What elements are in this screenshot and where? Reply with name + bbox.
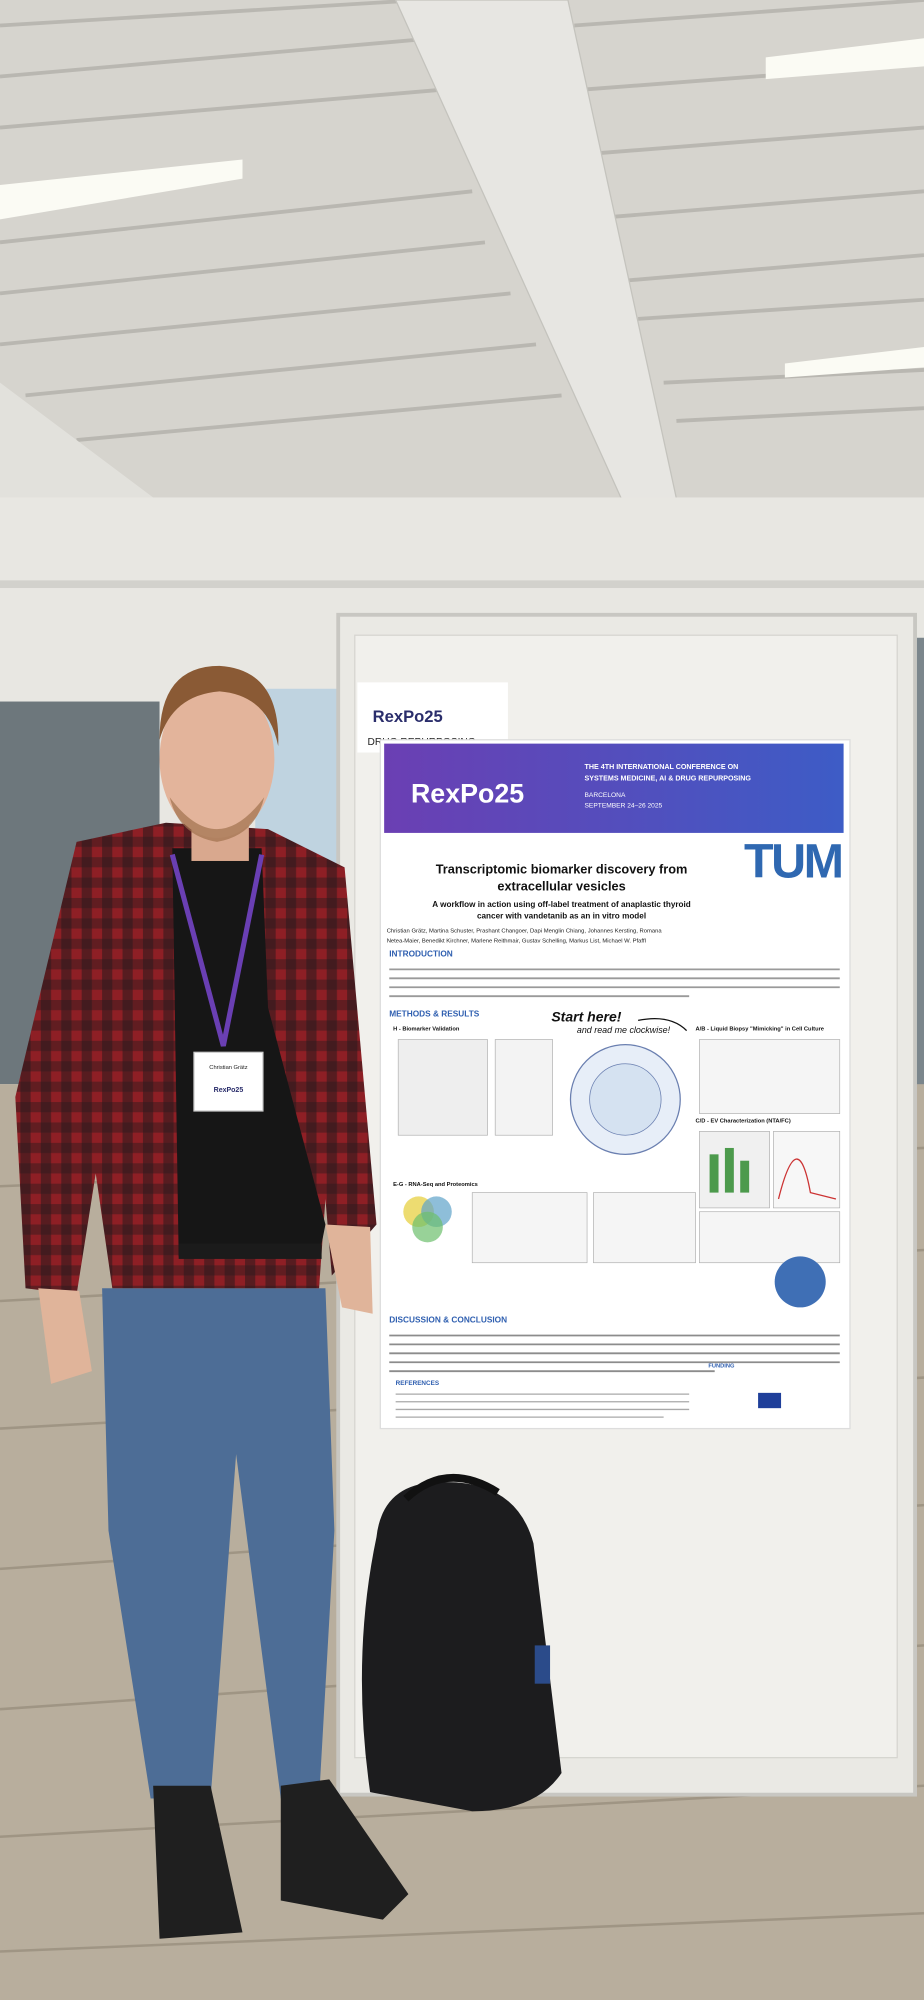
wall-trim (0, 580, 924, 589)
intro-text (389, 968, 840, 998)
backpack (361, 1482, 562, 1812)
panel-heading: E-G - RNA-Seq and Proteomics (393, 1182, 478, 1188)
eu-flag (758, 1392, 782, 1409)
bottle (534, 1645, 551, 1684)
poster-subtitle: A workflow in action using off-label tre… (432, 900, 691, 909)
annotation: Start here! (551, 1009, 621, 1025)
section-heading: REFERENCES (396, 1380, 439, 1387)
banner-conference: SYSTEMS MEDICINE, AI & DRUG REPURPOSING (585, 775, 752, 783)
banner-dates: SEPTEMBER 24–26 2025 (585, 802, 663, 809)
ceiling-light (765, 38, 924, 80)
panel-heading: H - Biomarker Validation (393, 1027, 460, 1033)
poster-subtitle: cancer with vandetanib as an in vitro mo… (477, 911, 646, 920)
annotation: and read me clockwise! (577, 1025, 671, 1035)
poster-authors: Netea-Maier, Benedikt Kirchner, Marlene … (387, 939, 646, 945)
section-heading: DISCUSSION & CONCLUSION (389, 1315, 507, 1325)
ceiling-light (0, 159, 243, 220)
poster-title: extracellular vesicles (497, 878, 625, 893)
banner-conference: THE 4TH INTERNATIONAL CONFERENCE ON (585, 763, 739, 771)
institution-logo: TUM (744, 835, 842, 889)
poster-authors: Christian Grätz, Martina Schuster, Prash… (387, 928, 663, 934)
backpack-handle (403, 1474, 500, 1502)
banner-city: BARCELONA (585, 792, 626, 799)
poster-title: Transcriptomic biomarker discovery from (436, 862, 688, 877)
annotation-arrow (637, 1018, 688, 1032)
section-heading: FUNDING (708, 1363, 735, 1369)
poster-figures (397, 1039, 841, 1308)
badge-name: Christian Grätz (209, 1065, 247, 1071)
ceiling-light (784, 346, 924, 378)
section-heading: METHODS & RESULTS (389, 1009, 480, 1019)
banner-logo: RexPo25 (411, 778, 524, 808)
badge-logo: RexPo25 (214, 1087, 244, 1094)
section-heading: INTRODUCTION (389, 949, 453, 959)
panel-heading: C/D - EV Characterization (NTA/FC) (696, 1118, 791, 1124)
label-logo: RexPo25 (373, 707, 443, 726)
glass-wall (912, 637, 924, 1097)
conclusion-text (389, 1334, 840, 1373)
panel-heading: A/B - Liquid Biopsy "Mimicking" in Cell … (696, 1027, 824, 1033)
references-text (395, 1393, 690, 1418)
person (15, 665, 409, 1939)
poster-banner (384, 743, 844, 833)
